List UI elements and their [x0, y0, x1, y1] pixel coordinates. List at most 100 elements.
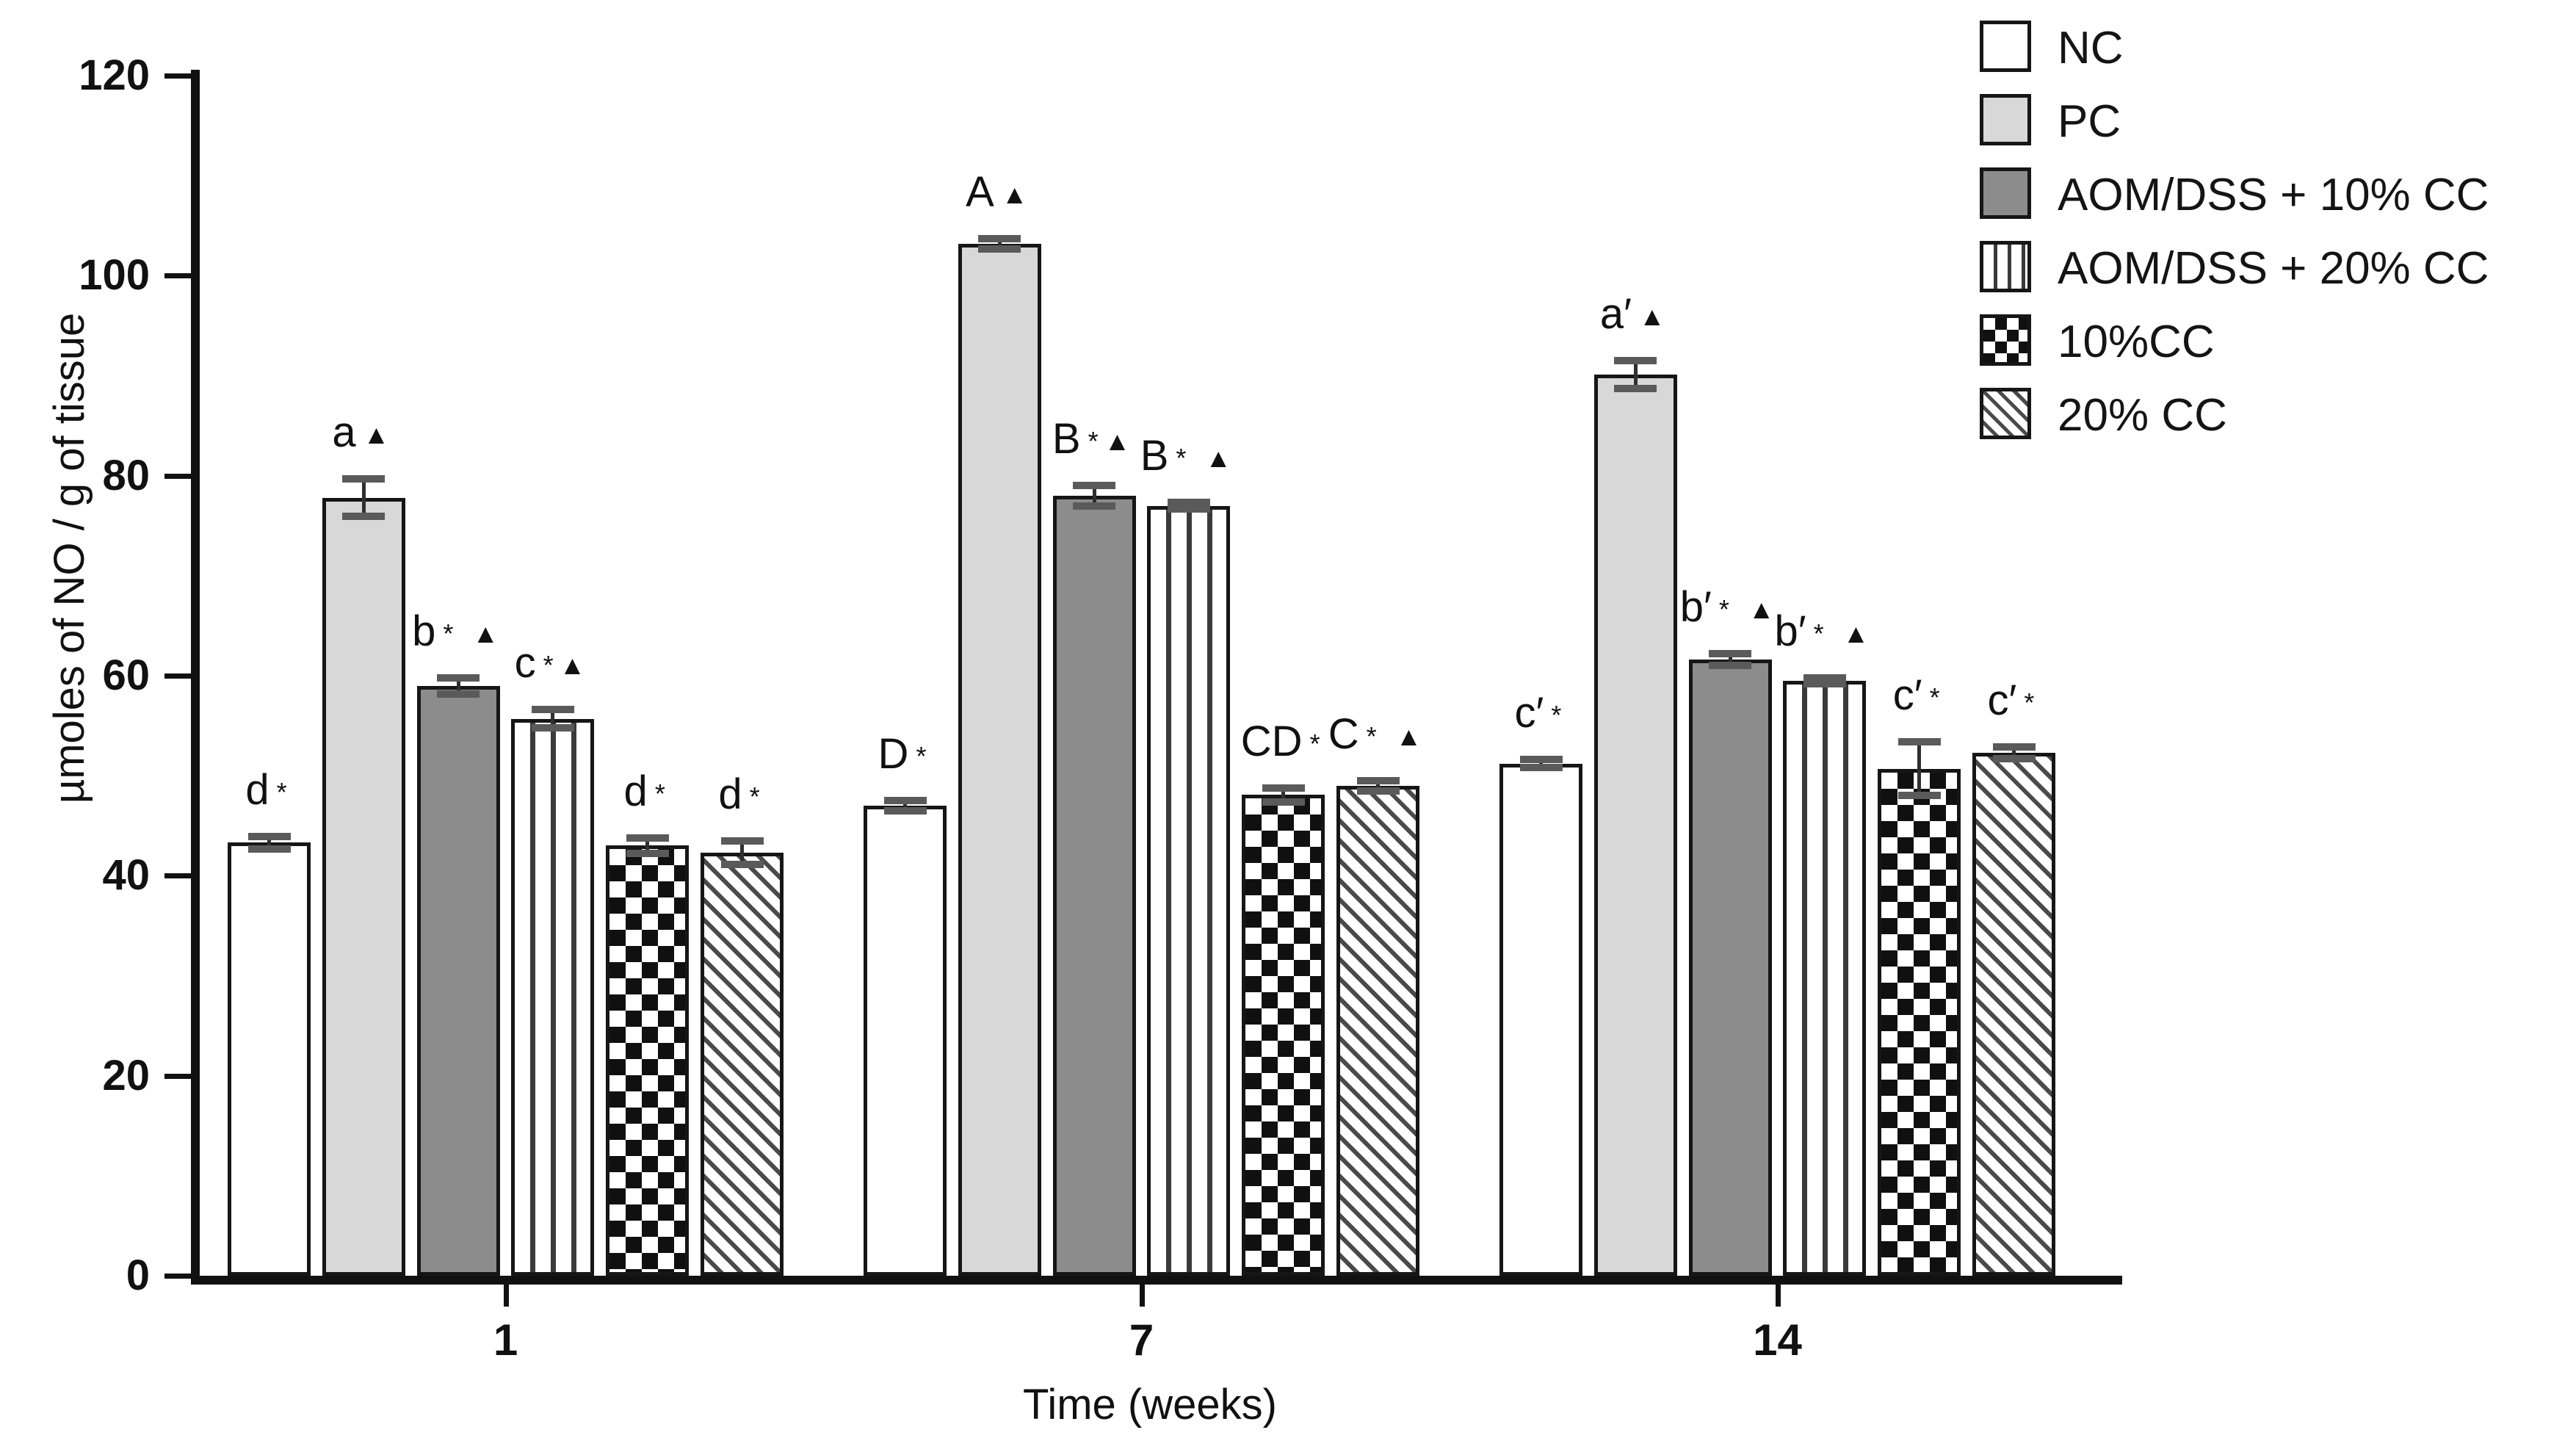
y-tick-mark	[164, 673, 191, 679]
bar-lightgray-week14	[1593, 375, 1677, 1276]
error-bar-cap-bottom	[1262, 798, 1305, 806]
legend-label: NC	[2058, 23, 2124, 73]
error-bar-cap-bottom	[883, 806, 927, 815]
annotation-letter: c′	[1987, 676, 2017, 724]
error-bar-cap-top	[1897, 737, 1941, 745]
annotation-markers: ▲	[1639, 301, 1671, 332]
significance-annotation: c′ *	[1892, 671, 1946, 719]
legend-label: PC	[2058, 96, 2121, 147]
annotation-markers: *	[276, 777, 293, 808]
error-bar-line	[1633, 361, 1638, 389]
annotation-letter: d	[245, 766, 269, 815]
annotation-markers: *	[2024, 687, 2041, 718]
annotation-letter: B	[1140, 432, 1169, 480]
significance-annotation: b * ▲	[412, 610, 504, 653]
x-tick-mark	[1775, 1285, 1781, 1307]
legend-label: AOM/DSS + 10% CC	[2058, 170, 2489, 220]
significance-annotation: d *	[624, 770, 671, 813]
y-axis-line	[191, 70, 200, 1285]
annotation-markers: * ▲	[443, 618, 505, 649]
bar-white-week7	[864, 806, 947, 1276]
error-bar-cap-bottom	[1356, 787, 1400, 795]
y-tick-label: 60	[102, 651, 150, 699]
significance-annotation: c *▲	[515, 642, 592, 685]
error-bar-cap-bottom	[720, 861, 764, 869]
significance-annotation: C * ▲	[1328, 712, 1428, 756]
x-tick-label: 7	[1129, 1315, 1154, 1365]
y-tick-mark	[164, 1073, 191, 1079]
bar-white-week14	[1499, 763, 1582, 1276]
error-bar-cap-top	[626, 834, 669, 842]
annotation-markers: *	[1309, 728, 1326, 759]
error-bar-line	[1917, 741, 1922, 796]
error-bar-line	[2012, 746, 2016, 759]
significance-annotation: b′ * ▲	[1774, 610, 1875, 653]
y-tick-mark	[164, 73, 191, 79]
bar-vstripes-week1	[511, 718, 595, 1276]
legend-swatch-lightgray-icon	[1980, 94, 2031, 145]
y-tick-mark	[164, 473, 191, 479]
x-tick-mark	[1139, 1285, 1145, 1307]
y-tick-label: 80	[102, 451, 150, 499]
error-bar-line	[456, 677, 460, 694]
error-bar-line	[740, 840, 744, 865]
error-bar-cap-top	[1803, 673, 1846, 682]
legend-label: 20% CC	[2058, 390, 2227, 441]
significance-annotation: a ▲	[332, 411, 395, 454]
annotation-letter: D	[878, 730, 909, 779]
y-tick-label: 120	[79, 51, 150, 99]
annotation-markers: *	[749, 781, 766, 812]
legend-swatch-darkgray-icon	[1980, 167, 2031, 219]
annotation-markers: * ▲	[1366, 720, 1428, 751]
annotation-letter: CD	[1240, 717, 1303, 765]
y-tick-mark	[164, 1274, 191, 1279]
error-bar-line	[1092, 485, 1096, 506]
error-bar-cap-bottom	[247, 845, 291, 853]
error-bar-cap-bottom	[1519, 764, 1563, 772]
annotation-letter: a′	[1599, 290, 1632, 339]
error-bar-cap-top	[720, 837, 764, 845]
error-bar-line	[1376, 780, 1380, 791]
bar-dstripes-week14	[1972, 752, 2055, 1276]
error-bar-cap-top	[1167, 499, 1210, 507]
error-bar-cap-bottom	[626, 850, 669, 858]
bar-checker-week14	[1878, 768, 1961, 1276]
error-bar-cap-bottom	[1073, 502, 1116, 510]
annotation-letter: d	[623, 767, 648, 815]
error-bar-cap-top	[531, 706, 574, 714]
y-axis-title: µmoles of NO / g of tissue	[46, 312, 93, 804]
error-bar-cap-top	[1073, 482, 1116, 490]
significance-annotation: B * ▲	[1140, 435, 1237, 477]
error-bar-cap-bottom	[531, 723, 574, 732]
annotation-letter: c′	[1514, 689, 1544, 737]
error-bar-line	[645, 837, 650, 854]
significance-annotation: b′ * ▲	[1680, 586, 1781, 629]
legend-swatch-checker-icon	[1980, 314, 2031, 366]
error-bar-line	[1281, 787, 1286, 802]
error-bar-line	[551, 709, 555, 728]
annotation-markers: *	[1929, 682, 1946, 712]
legend-swatch-white-icon	[1980, 21, 2031, 72]
error-bar-cap-top	[1356, 776, 1400, 784]
annotation-letter: c	[514, 639, 536, 687]
error-bar-line	[1728, 654, 1732, 666]
error-bar-cap-bottom	[1709, 662, 1752, 670]
x-tick-label: 1	[493, 1315, 518, 1365]
error-bar-line	[997, 238, 1002, 249]
legend-label: 10%CC	[2058, 317, 2215, 367]
annotation-markers: *▲	[543, 650, 592, 681]
annotation-letter: A	[966, 167, 994, 216]
y-tick-mark	[164, 273, 191, 279]
bar-checker-week1	[606, 845, 690, 1276]
error-bar-cap-bottom	[978, 245, 1021, 253]
x-axis-title: Time (weeks)	[1023, 1381, 1277, 1428]
legend-swatch-dstripes-icon	[1980, 388, 2031, 439]
annotation-letter: c′	[1892, 671, 1922, 719]
error-bar-cap-bottom	[1803, 679, 1846, 687]
error-bar-line	[267, 837, 271, 849]
annotation-markers: *▲	[1088, 426, 1137, 457]
error-bar-cap-top	[437, 673, 480, 682]
bar-darkgray-week7	[1052, 495, 1136, 1276]
bar-darkgray-week1	[416, 685, 500, 1276]
y-tick-label: 100	[79, 251, 150, 300]
